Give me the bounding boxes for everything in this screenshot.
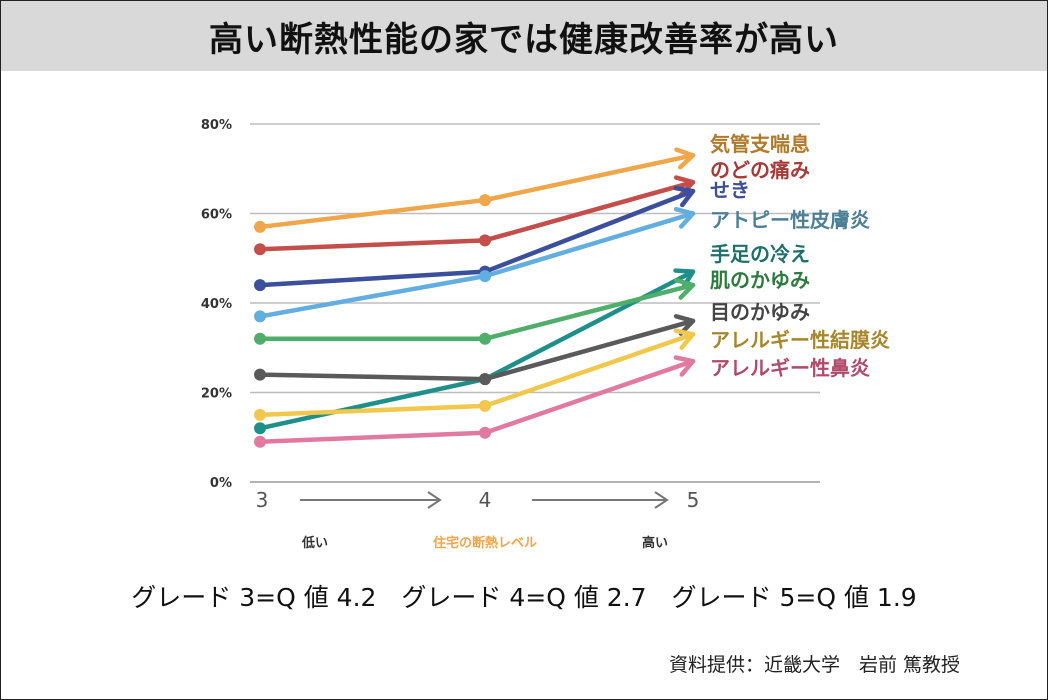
series-label: アレルギー性鼻炎 xyxy=(710,356,870,380)
data-point xyxy=(479,332,491,345)
y-tick-label: 60% xyxy=(201,208,232,223)
series-label: 肌のかゆみ xyxy=(710,268,810,292)
source-credit: 資料提供：近畿大学 岩前 篤教授 xyxy=(668,654,960,676)
data-point xyxy=(254,310,266,323)
y-tick-label: 20% xyxy=(201,387,232,402)
series-label: 目のかゆみ xyxy=(710,300,810,324)
direction-arrow-head xyxy=(427,491,442,509)
data-point xyxy=(479,234,491,247)
series-arrowhead xyxy=(674,147,696,170)
title-bar: 高い断熱性能の家では健康改善率が高い xyxy=(1,1,1047,71)
data-point xyxy=(254,435,266,448)
data-point xyxy=(479,399,491,412)
data-point xyxy=(254,368,266,381)
series-label: 気管支喘息 xyxy=(710,132,810,156)
series-label: のどの痛み xyxy=(710,158,810,182)
series-arrowhead xyxy=(673,185,696,208)
series-label: 手足の冷え xyxy=(710,242,810,266)
data-point xyxy=(479,270,491,283)
data-point xyxy=(254,332,266,345)
x-tick-label: 5 xyxy=(687,488,700,512)
data-point xyxy=(254,243,266,256)
series-label: アトピー性皮膚炎 xyxy=(710,208,870,232)
series-line xyxy=(257,188,696,288)
data-point xyxy=(479,373,491,386)
y-tick-label: 0% xyxy=(210,476,232,491)
series-line xyxy=(257,282,696,342)
x-tick-label: 3 xyxy=(256,488,269,512)
x-axis-title: 住宅の断熱レベル xyxy=(433,535,537,551)
grade-q-value-note: グレード 3=Q 値 4.2 グレード 4=Q 値 2.7 グレード 5=Q 値… xyxy=(131,583,917,612)
x-axis-label-high: 高い xyxy=(642,535,668,551)
series-label: せき xyxy=(710,178,750,202)
series-arrowhead xyxy=(673,314,696,336)
direction-arrow-head xyxy=(654,491,669,509)
series-arrowhead xyxy=(673,355,696,377)
data-point xyxy=(254,408,266,421)
y-tick-label: 80% xyxy=(201,118,232,133)
series-line xyxy=(257,318,696,382)
x-tick-label: 4 xyxy=(479,488,492,512)
series-line xyxy=(257,358,696,444)
series-arrowhead xyxy=(673,206,696,229)
series-arrowhead xyxy=(673,277,696,300)
series-arrowhead xyxy=(673,328,696,350)
series-label: アレルギー性結膜炎 xyxy=(710,328,890,352)
y-tick-label: 40% xyxy=(201,297,232,312)
data-point xyxy=(479,426,491,439)
data-point xyxy=(479,194,491,207)
data-point xyxy=(254,220,266,233)
data-point xyxy=(254,422,266,435)
page-title: 高い断熱性能の家では健康改善率が高い xyxy=(209,19,839,60)
x-axis-label-low: 低い xyxy=(301,535,328,551)
data-point xyxy=(254,279,266,292)
